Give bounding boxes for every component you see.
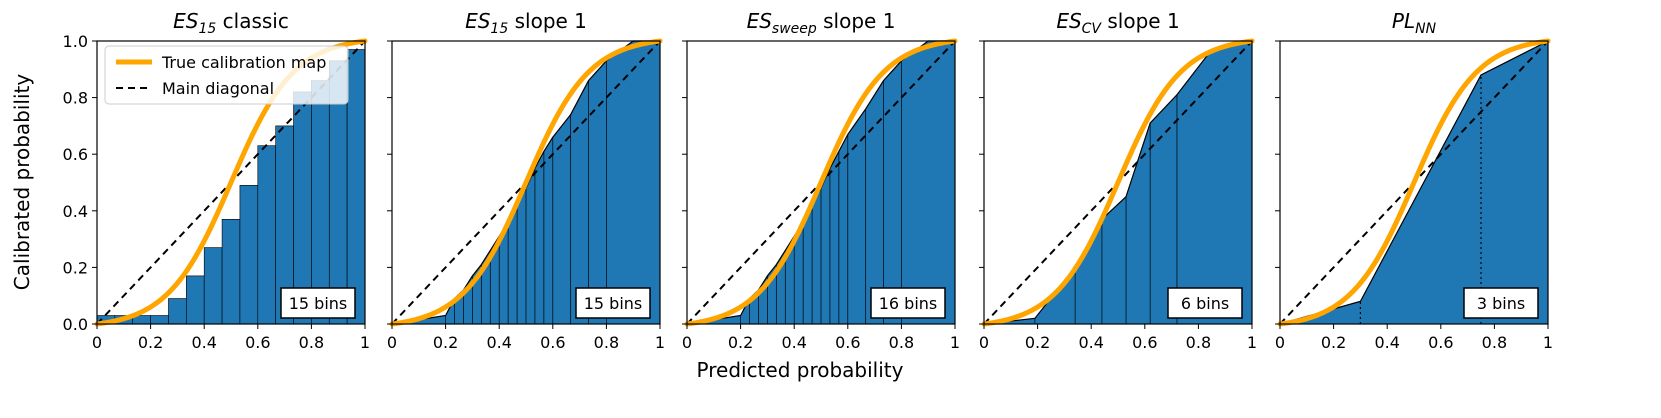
true-calibration-curve <box>389 38 663 327</box>
x-tick-label: 0 <box>387 333 397 352</box>
bar <box>239 185 259 325</box>
x-tick-label: 0 <box>979 333 989 352</box>
bar <box>203 247 223 325</box>
x-tick-label: 0.6 <box>835 333 860 352</box>
x-tick-label: 0.4 <box>191 333 216 352</box>
title-subscript: 15 <box>198 21 216 37</box>
bins-label: 3 bins <box>1477 294 1525 313</box>
legend: True calibration map Main diagonal <box>104 45 349 105</box>
title-main: PL <box>1392 9 1415 33</box>
x-tick-label: 0.6 <box>540 333 565 352</box>
true-calibration-curve <box>1277 38 1551 327</box>
legend-box <box>104 45 349 105</box>
x-tick-label: 0.4 <box>1078 333 1103 352</box>
title-subscript: NN <box>1415 21 1436 37</box>
y-tick-label: 0.4 <box>63 202 88 221</box>
x-tick-label: 0.8 <box>594 333 619 352</box>
x-tick-label: 0.4 <box>486 333 511 352</box>
bar <box>168 298 187 325</box>
title-rest: slope 1 <box>1101 9 1180 33</box>
bins-box <box>870 287 946 319</box>
panel-title: ESsweep slope 1 <box>747 9 896 37</box>
title-main: ES <box>465 9 491 33</box>
x-tick-label: 0.8 <box>889 333 914 352</box>
x-tick-label: 1 <box>1543 333 1553 352</box>
bar <box>346 49 366 325</box>
panel-title: PLNN <box>1392 9 1437 37</box>
axes-frame <box>983 40 1253 325</box>
x-tick-label: 0.8 <box>299 333 324 352</box>
title-main: ES <box>747 9 773 33</box>
x-tick-label: 0.4 <box>1374 333 1399 352</box>
y-tick-label: 0.2 <box>63 258 88 277</box>
x-axis-label: Predicted probability <box>697 358 904 382</box>
x-tick-label: 1 <box>1247 333 1257 352</box>
title-main: ES <box>173 9 199 33</box>
x-tick-label: 0.8 <box>1482 333 1507 352</box>
x-tick-label: 0.4 <box>781 333 806 352</box>
panel-title: ES15 classic <box>173 9 289 37</box>
title-rest: classic <box>216 9 289 33</box>
bins-label: 16 bins <box>879 294 938 313</box>
bar <box>221 218 241 325</box>
bar <box>186 275 205 325</box>
title-subscript: sweep <box>772 21 817 37</box>
x-tick-label: 0 <box>1275 333 1285 352</box>
bins-box <box>280 287 356 319</box>
x-tick-label: 1 <box>360 333 370 352</box>
true-calibration-curve <box>981 38 1255 327</box>
x-tick-label: 0.2 <box>138 333 163 352</box>
x-tick-label: 0.2 <box>728 333 753 352</box>
bins-box <box>575 287 651 319</box>
x-tick-label: 0.2 <box>1321 333 1346 352</box>
x-tick-label: 0.6 <box>245 333 270 352</box>
title-subscript: 15 <box>490 21 508 37</box>
x-tick-label: 1 <box>655 333 665 352</box>
panel-3: 0 0.2 0.4 0.6 0.8 1 ESsweep slope 1 16 bins <box>682 9 960 352</box>
x-tick-label: 0.8 <box>1186 333 1211 352</box>
x-tick-label: 0.2 <box>1025 333 1050 352</box>
y-tick-label: 1.0 <box>63 32 88 51</box>
axes-frame <box>391 40 661 325</box>
bins-box <box>1463 287 1539 319</box>
panel-5: 0 0.2 0.4 0.6 0.8 1 PLNN 3 bins <box>1275 9 1553 352</box>
title-subscript: CV <box>1082 21 1103 37</box>
x-tick-label: 1 <box>950 333 960 352</box>
bar <box>257 145 276 325</box>
y-tick-label: 0.8 <box>63 89 88 108</box>
true-calibration-curve <box>684 38 958 327</box>
legend-label: True calibration map <box>161 53 326 72</box>
y-axis-label: Calibrated probability <box>10 74 34 291</box>
title-rest: slope 1 <box>508 9 587 33</box>
axes-frame <box>96 40 366 325</box>
bins-box <box>1167 287 1243 319</box>
bar <box>150 315 169 325</box>
bins-label: 15 bins <box>289 294 348 313</box>
x-tick-label: 0.6 <box>1132 333 1157 352</box>
bins-label: 15 bins <box>584 294 643 313</box>
panel-title: ESCV slope 1 <box>1056 9 1179 37</box>
x-tick-label: 0.6 <box>1428 333 1453 352</box>
y-tick-label: 0.6 <box>63 145 88 164</box>
x-tick-label: 0 <box>682 333 692 352</box>
panel-2: 0 0.2 0.4 0.6 0.8 1 ES15 slope 1 15 bins <box>387 9 665 352</box>
axes-frame <box>686 40 956 325</box>
title-rest: slope 1 <box>817 9 896 33</box>
x-tick-label: 0.2 <box>433 333 458 352</box>
axes-frame <box>1279 40 1549 325</box>
panel-4: 0 0.2 0.4 0.6 0.8 1 ESCV slope 1 6 bins <box>979 9 1257 352</box>
legend-label: Main diagonal <box>162 79 274 98</box>
title-main: ES <box>1056 9 1082 33</box>
panel-1: 0 0.2 0.4 0.6 0.8 1 0.0 0.2 0.4 0.6 0.8 1.0 ES15 cla… <box>63 9 371 352</box>
panel-title: ES15 slope 1 <box>465 9 587 37</box>
x-tick-label: 0 <box>92 333 102 352</box>
bins-label: 6 bins <box>1181 294 1229 313</box>
y-tick-label: 0.0 <box>63 315 88 334</box>
